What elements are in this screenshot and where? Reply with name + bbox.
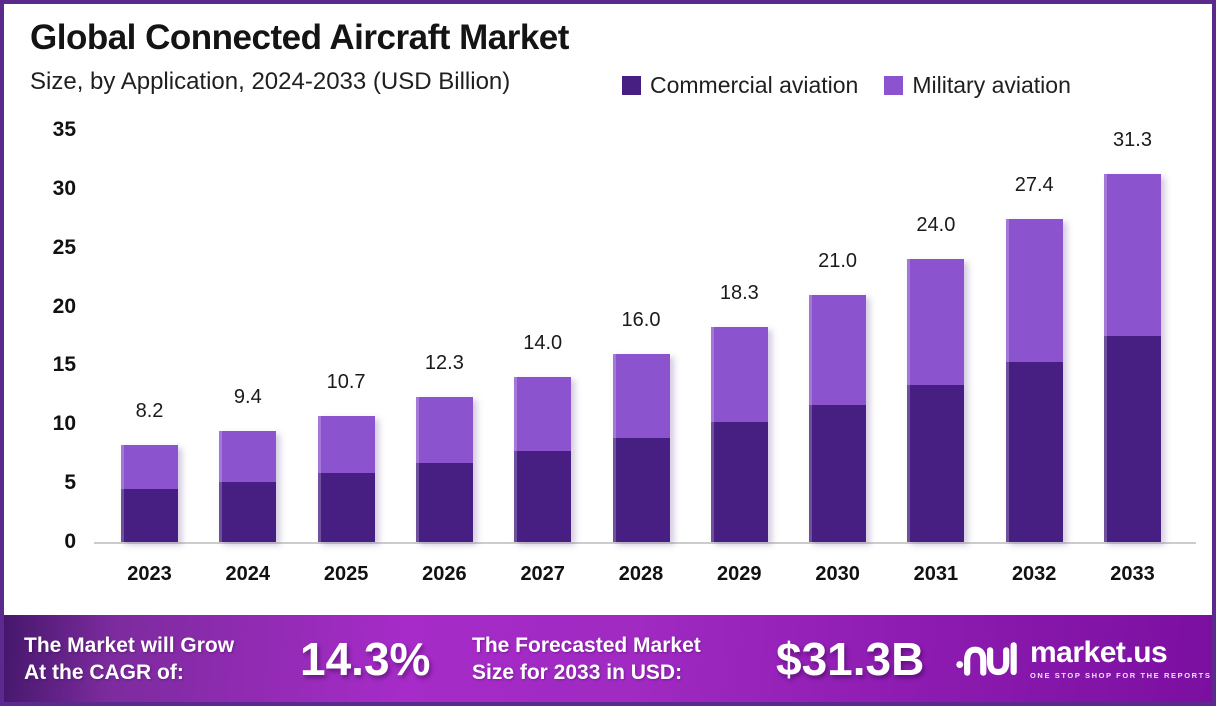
bar-stack-2031 [907,259,965,542]
cagr-banner: The Market will Grow At the CAGR of: 14.… [4,615,1212,702]
bar-segment-military-2033 [1104,173,1161,336]
chart-subtitle: Size, by Application, 2024-2033 (USD Bil… [30,68,511,95]
bar-segment-military-2030 [809,294,867,406]
x-tick-label-2030: 2030 [815,563,860,585]
bar-total-label-2031: 24.0 [916,214,956,237]
chart-legend: Commercial aviation Military aviation [622,72,1071,99]
bar-total-label-2033: 31.3 [1113,128,1152,151]
logo-text-block: market.us ONE STOP SHOP FOR THE REPORTS [1030,635,1212,680]
x-tick-label-2024: 2024 [225,563,271,585]
market-us-logo-icon [956,641,1017,676]
bar-segment-military-2024 [219,431,277,482]
bar-segment-military-2032 [1005,219,1063,362]
cagr-label-line1: The Market will Grow [24,633,235,657]
page-title: Global Connected Aircraft Market [30,18,569,57]
x-tick-label-2023: 2023 [127,563,172,585]
legend-item-military: Military aviation [884,72,1071,99]
bar-total-label-2026: 12.3 [424,352,464,375]
bar-total-label-2032: 27.4 [1014,174,1054,197]
bar-stack-2032 [1005,219,1063,542]
forecast-label: The Forecasted Market Size for 2033 in U… [472,632,701,686]
forecast-value: $31.3B [776,632,925,685]
stacked-bar-chart: 0 5 10 15 20 25 30 35 8.2 2023 9.4 2024 10.7 2025 12.3… [4,4,1212,702]
bar-stack-2025 [317,416,375,542]
logo-name: market.us [1030,635,1168,669]
bar-stack-2029 [710,326,768,543]
bar-total-label-2028: 16.0 [621,308,661,331]
y-tick-label: 30 [52,176,76,200]
x-tick-label-2027: 2027 [520,563,565,585]
bar-segment-commercial-2032 [1005,361,1063,542]
x-axis-line [94,542,1196,544]
legend-swatch-commercial-icon [622,76,641,95]
bar-total-label-2024: 9.4 [233,386,262,409]
market-us-logo: market.us ONE STOP SHOP FOR THE REPORTS [956,635,1212,680]
y-tick-label: 5 [64,471,76,495]
y-tick-label: 0 [64,530,76,553]
bar-segment-commercial-2028 [612,438,670,542]
bar-segment-commercial-2026 [415,463,473,542]
x-tick-label-2028: 2028 [618,563,664,585]
bar-segment-commercial-2029 [710,421,768,542]
legend-item-commercial: Commercial aviation [622,72,858,99]
cagr-label: The Market will Grow At the CAGR of: [24,632,234,686]
bar-segment-military-2029 [710,326,768,422]
bar-stack-2028 [612,353,670,543]
bar-stack-2027 [514,377,572,542]
bar-total-label-2029: 18.3 [719,281,759,304]
bar-segment-commercial-2024 [219,481,277,542]
bar-segment-commercial-2030 [809,405,867,542]
bar-total-label-2030: 21.0 [818,249,858,272]
bar-segment-military-2028 [612,353,670,439]
bar-total-label-2025: 10.7 [326,371,366,394]
x-tick-label-2025: 2025 [323,563,369,585]
legend-label-military: Military aviation [912,72,1071,98]
y-tick-label: 20 [52,294,76,318]
cagr-value: 14.3% [300,632,431,685]
y-tick-label: 15 [52,353,76,377]
bar-segment-military-2027 [514,377,572,452]
bar-total-label-2023: 8.2 [135,400,164,423]
y-tick-label: 10 [52,412,76,436]
forecast-label-line1: The Forecasted Market [472,633,701,657]
y-tick-label: 35 [52,118,76,141]
bar-segment-military-2023 [121,445,178,490]
bar-segment-commercial-2023 [121,489,178,542]
bar-stack-2024 [219,431,277,542]
forecast-label-line2: Size for 2033 in USD: [472,660,683,684]
bar-stack-2030 [809,294,867,543]
logo-tagline: ONE STOP SHOP FOR THE REPORTS [1030,670,1212,680]
legend-label-commercial: Commercial aviation [650,72,859,98]
x-tick-label-2026: 2026 [422,563,467,585]
bar-segment-commercial-2033 [1104,335,1161,542]
legend-swatch-military-icon [884,76,904,95]
x-tick-label-2032: 2032 [1011,563,1057,585]
x-tick-label-2031: 2031 [913,563,959,585]
bar-segment-commercial-2031 [907,385,965,542]
bar-segment-military-2026 [415,397,473,464]
x-tick-label-2033: 2033 [1110,563,1155,585]
bar-segment-commercial-2027 [514,451,572,542]
bar-stack-2033 [1104,173,1161,543]
bar-segment-military-2031 [907,259,965,386]
bar-stack-2026 [415,397,473,542]
bar-segment-commercial-2025 [317,472,375,542]
bar-segment-military-2025 [317,416,375,473]
bar-total-label-2027: 14.0 [523,332,563,355]
cagr-label-line2: At the CAGR of: [24,660,184,684]
bar-stack-2023 [121,445,178,542]
x-tick-label-2029: 2029 [717,563,762,585]
y-tick-label: 25 [52,235,76,259]
